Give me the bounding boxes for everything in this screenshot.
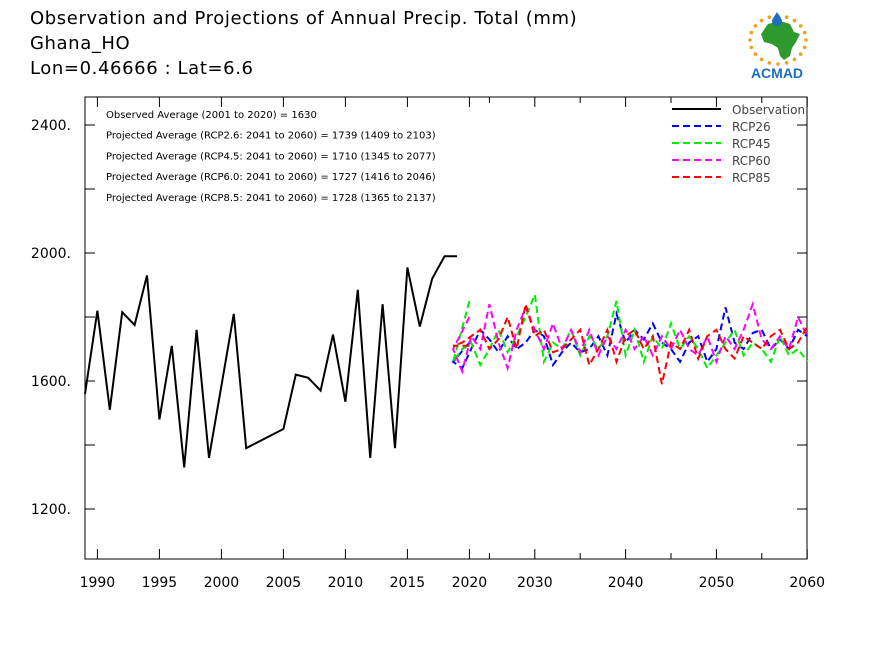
- coords-label: Lon=0.46666 : Lat=6.6: [30, 58, 254, 79]
- y-tick-label: 1600.: [31, 374, 71, 390]
- y-tick-label: 1200.: [31, 502, 71, 518]
- x-tick-label: 2040: [608, 575, 644, 591]
- x-tick-label: 2020: [452, 575, 488, 591]
- legend-label: RCP26: [732, 120, 771, 134]
- x-axis-labels: 1990 1995 2000 2005 2010 2015 2020 2030 2040 2050…: [80, 575, 825, 591]
- legend-label: Observation: [732, 103, 805, 117]
- x-tick-label: 2000: [204, 575, 240, 591]
- annotation-text: Projected Average (RCP8.5: 2041 to 2060)…: [106, 193, 436, 204]
- annotation-text: Projected Average (RCP2.6: 2041 to 2060)…: [106, 131, 436, 142]
- annotation-text: Projected Average (RCP6.0: 2041 to 2060)…: [106, 172, 436, 183]
- series-line-rcp60: [452, 300, 809, 375]
- y-tick-label: 2400.: [31, 118, 71, 134]
- legend-label: RCP60: [732, 154, 771, 168]
- legend-label: RCP85: [732, 171, 771, 185]
- x-tick-label: 2060: [789, 575, 825, 591]
- plot-frame: [84, 96, 808, 560]
- x-tick-label: 2030: [517, 575, 553, 591]
- series-line-rcp85: [452, 303, 809, 385]
- series-line-observation: [84, 255, 457, 468]
- x-tick-label: 1990: [80, 575, 116, 591]
- logo-text: ACMAD: [750, 65, 804, 81]
- annotation-text: Projected Average (RCP4.5: 2041 to 2060)…: [106, 151, 436, 162]
- series-group: [84, 255, 809, 468]
- series-line-rcp26: [451, 307, 808, 370]
- legend: Observation RCP26 RCP45 RCP60 RCP85: [672, 103, 805, 185]
- acmad-logo: ACMAD: [738, 8, 816, 84]
- x-tick-label: 2050: [699, 575, 735, 591]
- x-tick-label: 1995: [142, 575, 178, 591]
- annotations: Observed Average (2001 to 2020) = 1630 Pr…: [106, 110, 436, 204]
- x-tick-label: 2005: [266, 575, 302, 591]
- africa-sun-icon: [748, 12, 808, 66]
- x-tick-label: 2015: [390, 575, 426, 591]
- legend-label: RCP45: [732, 137, 771, 151]
- chart-title: Observation and Projections of Annual Pr…: [30, 8, 578, 29]
- annotation-text: Observed Average (2001 to 2020) = 1630: [106, 110, 317, 121]
- y-tick-label: 2000.: [31, 246, 71, 262]
- axis-ticks: [85, 97, 808, 559]
- station-label: Ghana_HO: [30, 33, 131, 54]
- series-line-rcp45: [452, 290, 809, 371]
- y-axis-labels: 1200. 1600. 2000. 2400.: [31, 118, 71, 518]
- x-tick-label: 2010: [328, 575, 364, 591]
